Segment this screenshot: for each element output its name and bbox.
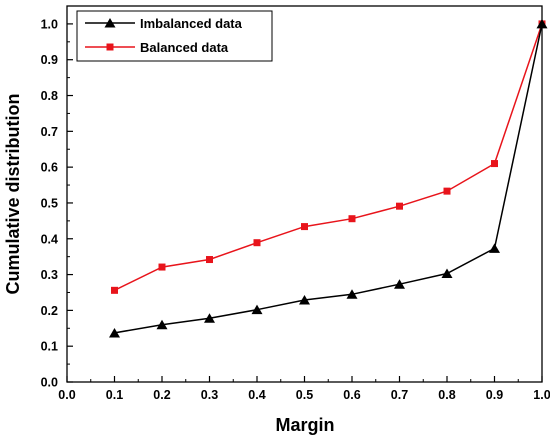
data-point-square [491, 160, 498, 168]
data-point-square [301, 223, 308, 231]
x-tick-label: 0.5 [296, 388, 313, 402]
y-tick-label: 0.1 [41, 340, 58, 354]
data-point-triangle [204, 313, 215, 323]
y-axis-title: Cumulative distribution [3, 93, 23, 294]
y-tick-label: 0.9 [41, 53, 58, 67]
y-tick-label: 0.3 [41, 268, 58, 282]
x-tick-label: 0.1 [106, 388, 123, 402]
x-tick-label: 0.8 [438, 388, 455, 402]
data-point-triangle [346, 289, 358, 299]
x-axis-title: Margin [275, 415, 334, 435]
data-point-triangle [489, 243, 500, 253]
data-point-triangle [394, 279, 405, 289]
data-point-square [396, 202, 403, 210]
data-point-square [206, 256, 213, 264]
data-point-triangle [109, 327, 120, 338]
data-point-triangle [251, 304, 263, 315]
y-tick-label: 0.2 [41, 304, 58, 318]
series-line [114, 23, 543, 291]
x-tick-label: 0.0 [58, 388, 75, 402]
x-tick-label: 1.0 [533, 388, 550, 402]
legend-label-imbalanced: Imbalanced data [140, 16, 243, 31]
x-tick-label: 0.3 [201, 388, 218, 402]
data-point-triangle [441, 268, 453, 278]
y-tick-label: 0.5 [41, 196, 58, 210]
x-tick-label: 0.6 [343, 388, 360, 402]
series-lines [114, 23, 543, 334]
legend: Imbalanced data Balanced data [76, 10, 273, 62]
x-tick-label: 0.4 [248, 388, 265, 402]
legend-marker-balanced [106, 43, 114, 51]
y-tick-label: 0.6 [41, 161, 58, 175]
data-point-triangle [156, 319, 168, 330]
y-tick-label: 1.0 [41, 17, 58, 31]
plot-frame [66, 5, 543, 383]
data-point-triangle [299, 294, 310, 305]
data-point-square [111, 286, 118, 294]
data-point-square [348, 215, 356, 223]
x-tick-label: 0.9 [486, 388, 503, 402]
y-tick-label: 0.4 [41, 232, 58, 246]
data-point-triangle [536, 18, 548, 29]
axis-ticks [66, 23, 543, 383]
y-tick-label: 0.0 [41, 376, 58, 390]
data-point-square [253, 239, 261, 247]
data-point-square [158, 263, 166, 271]
series-line [114, 23, 543, 334]
series-markers [109, 18, 548, 338]
axis-tick-labels: 0.0 0.1 0.2 0.3 0.4 0.5 0.6 0.7 0.8 0.9 1.0 0.0 0.1 0… [41, 17, 550, 402]
data-point-square [443, 187, 451, 195]
y-tick-label: 0.7 [41, 125, 58, 139]
y-tick-label: 0.8 [41, 89, 58, 103]
x-tick-label: 0.7 [391, 388, 408, 402]
x-tick-label: 0.2 [153, 388, 170, 402]
legend-marker-imbalanced [104, 18, 116, 28]
legend-label-balanced: Balanced data [140, 40, 229, 55]
